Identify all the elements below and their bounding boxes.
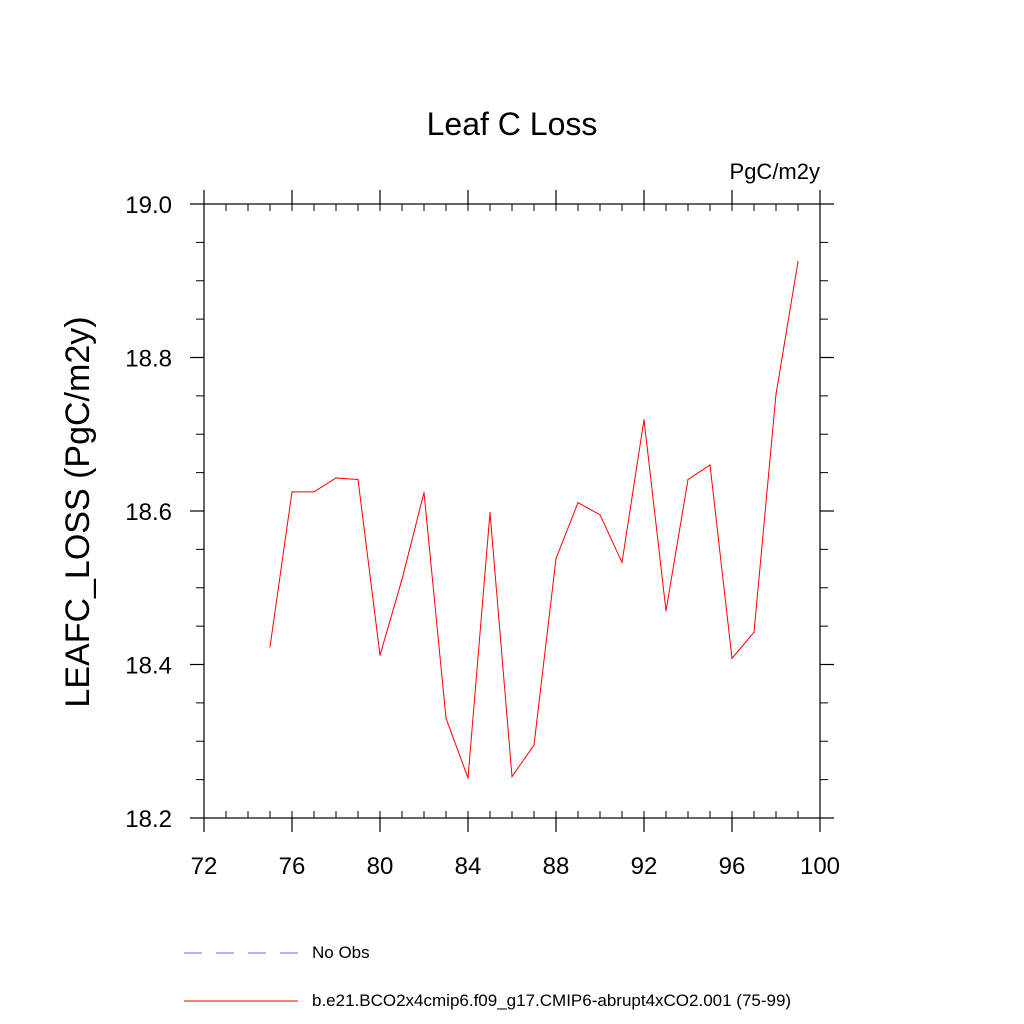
data-point [291,491,293,493]
data-point [797,260,799,263]
y-tick-label: 18.2 [125,806,172,833]
data-point [357,478,359,481]
x-tick-label: 92 [631,853,658,880]
series-layer [269,260,799,779]
y-tick-label: 19.0 [125,192,172,219]
x-tick-label: 100 [800,853,840,880]
legend-label-model-run: b.e21.BCO2x4cmip6.f09_g17.CMIP6-abrupt4x… [312,991,792,1010]
minor-ticks [196,203,828,819]
x-tick-label: 88 [543,853,570,880]
data-point [489,511,491,514]
major-ticks [190,190,834,832]
plot-frame [203,203,821,819]
data-point [555,557,557,560]
legend-lines [184,952,298,1002]
data-point [643,419,645,421]
data-point [577,501,579,504]
legend-label-no-obs: No Obs [312,943,370,962]
y-tick-label: 18.8 [125,346,172,373]
y-tick-label: 18.6 [125,499,172,526]
data-point [731,657,733,659]
data-point [445,717,447,719]
data-point [753,631,755,633]
chart-title: Leaf C Loss [426,106,598,142]
data-point [665,610,667,612]
data-point [467,777,469,779]
units-label: PgC/m2y [729,159,820,184]
x-tick-label: 96 [719,853,746,880]
data-point [269,646,271,648]
data-point [533,744,535,746]
y-axis-label: LEAFC_LOSS (PgC/m2y) [59,316,97,708]
tick-labels: 72 76 80 84 88 92 96 100 18.2 18.4 18.6 18.8 19.0 [125,192,840,880]
data-point [687,478,689,481]
series-line [269,261,799,779]
x-tick-label: 80 [367,853,394,880]
data-point [511,775,513,778]
x-tick-label: 84 [455,853,482,880]
data-point [775,393,777,395]
data-point [335,477,337,479]
data-point [379,654,381,656]
y-tick-label: 18.4 [125,653,172,680]
data-point [599,514,601,516]
x-tick-label: 72 [191,853,218,880]
data-point [313,491,315,493]
data-point [621,561,623,564]
data-point [423,491,425,494]
data-point [401,578,403,580]
data-point [709,464,711,466]
x-tick-label: 76 [279,853,306,880]
